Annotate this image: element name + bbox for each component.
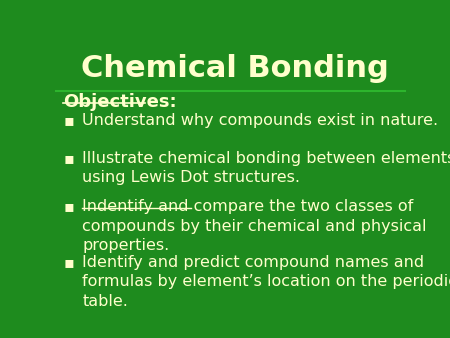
Text: Identify and predict compound names and
formulas by element’s location on the pe: Identify and predict compound names and … xyxy=(82,255,450,309)
Text: Indentify and compare the two classes of
compounds by their chemical and physica: Indentify and compare the two classes of… xyxy=(82,199,427,253)
Text: Illustrate chemical bonding between elements
using Lewis Dot structures.: Illustrate chemical bonding between elem… xyxy=(82,151,450,185)
Text: Objectives:: Objectives: xyxy=(63,93,177,111)
Text: Understand why compounds exist in nature.: Understand why compounds exist in nature… xyxy=(82,114,439,128)
Text: ▪: ▪ xyxy=(63,151,74,166)
Text: Chemical Bonding: Chemical Bonding xyxy=(81,54,388,82)
Text: ▪: ▪ xyxy=(63,255,74,270)
Text: ▪: ▪ xyxy=(63,114,74,128)
Text: ▪: ▪ xyxy=(63,199,74,214)
